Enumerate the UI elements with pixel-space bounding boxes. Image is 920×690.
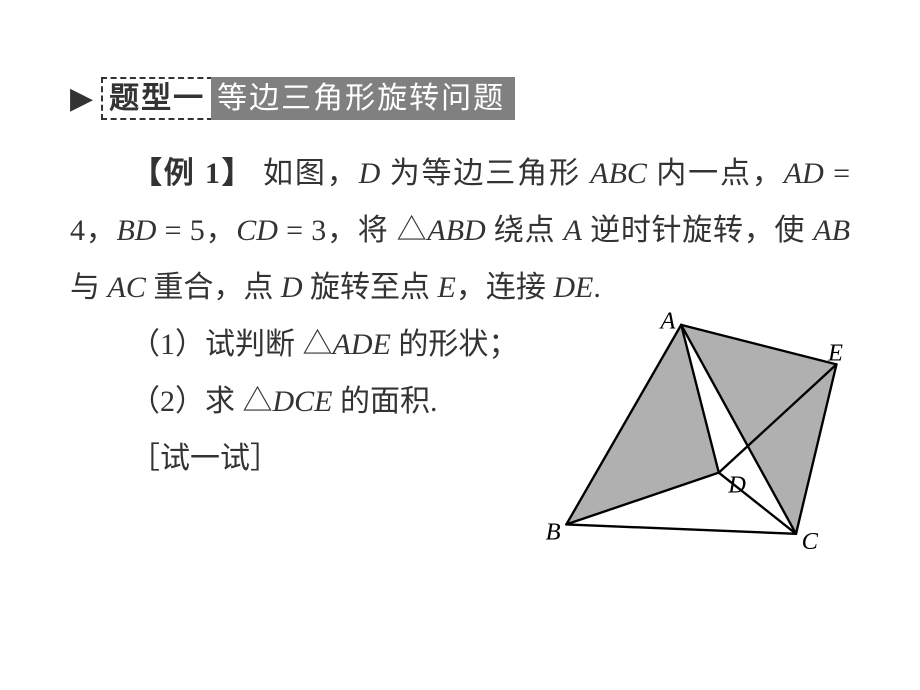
svg-text:C: C (802, 528, 819, 555)
svg-text:D: D (727, 471, 746, 498)
heading-banner: 等边三角形旋转问题 (211, 77, 515, 120)
svg-text:B: B (546, 518, 561, 545)
section-heading: ▶ 题型一 等边三角形旋转问题 (70, 70, 850, 127)
geometry-figure: A B C D E (540, 300, 860, 570)
svg-text:E: E (827, 340, 843, 367)
heading-box: 题型一 (101, 77, 213, 120)
example-label: 【例 1】 (130, 157, 254, 190)
svg-text:A: A (658, 308, 676, 335)
problem-statement: 【例 1】 如图，D 为等边三角形 ABC 内一点，AD = 4，BD = 5，… (70, 145, 850, 316)
heading-arrow: ▶ (70, 70, 93, 127)
